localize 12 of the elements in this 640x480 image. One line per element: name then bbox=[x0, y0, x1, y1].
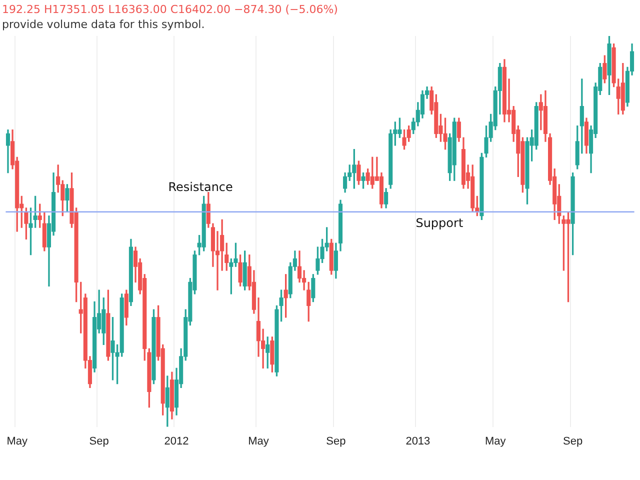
annotation: Support bbox=[416, 216, 464, 230]
x-tick-label: Sep bbox=[563, 435, 583, 448]
x-tick-label: May bbox=[248, 435, 270, 448]
text: 192.25 H17351.05 L16363.00 C16402.00 −874.30 (−5.06%) bbox=[2, 2, 338, 17]
text: provide volume data for this symbol. bbox=[2, 17, 206, 32]
x-tick-label: Sep bbox=[89, 435, 109, 448]
ref-line-label: Resistance bbox=[168, 180, 233, 194]
x-tick-label: 2013 bbox=[406, 435, 430, 448]
x-tick-label: 2012 bbox=[164, 435, 189, 448]
x-tick-label: May bbox=[484, 435, 506, 448]
x-tick-label: May bbox=[6, 435, 28, 448]
x-tick-label: Sep bbox=[326, 435, 346, 448]
